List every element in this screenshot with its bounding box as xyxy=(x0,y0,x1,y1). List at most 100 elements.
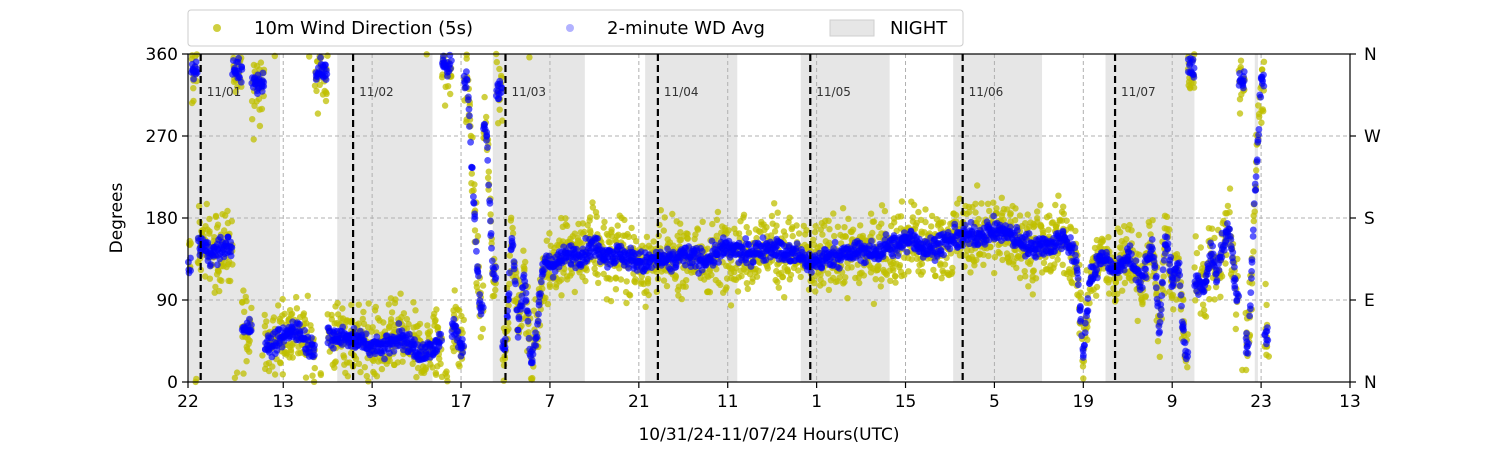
data-point xyxy=(1154,338,1162,345)
data-point xyxy=(218,277,225,284)
data-point xyxy=(878,202,886,209)
data-point xyxy=(1176,282,1184,289)
data-point xyxy=(1178,302,1185,310)
data-point xyxy=(1235,292,1243,300)
data-point xyxy=(1222,237,1230,245)
data-point xyxy=(246,337,253,344)
data-point xyxy=(532,342,540,349)
data-point xyxy=(956,252,964,259)
data-point xyxy=(1248,275,1255,282)
data-point xyxy=(524,307,531,315)
data-point xyxy=(466,112,473,120)
data-point xyxy=(571,288,578,296)
data-point xyxy=(1106,276,1113,283)
data-point xyxy=(238,66,246,73)
data-point xyxy=(869,229,876,237)
data-point xyxy=(520,271,528,279)
data-point xyxy=(910,201,918,209)
data-point xyxy=(793,222,800,229)
y-tick-label-left: 180 xyxy=(146,209,178,229)
data-point xyxy=(273,346,281,354)
data-point xyxy=(528,356,536,364)
data-point xyxy=(898,198,906,205)
legend-box xyxy=(187,9,964,47)
data-point xyxy=(332,358,339,365)
data-point xyxy=(946,245,954,253)
data-point xyxy=(984,200,992,207)
data-point xyxy=(1073,267,1081,274)
data-point xyxy=(228,218,235,225)
data-point xyxy=(713,216,721,223)
data-point xyxy=(621,216,628,224)
x-tick-label: 17 xyxy=(450,392,472,412)
data-point xyxy=(473,247,480,255)
data-point xyxy=(1218,253,1226,261)
x-tick-label: 23 xyxy=(1250,392,1272,412)
data-point xyxy=(1247,289,1255,296)
data-point xyxy=(387,316,395,323)
data-point xyxy=(499,117,506,124)
data-point xyxy=(462,83,470,91)
data-point xyxy=(986,207,993,215)
data-point xyxy=(1245,340,1252,348)
data-point xyxy=(529,350,537,358)
data-point xyxy=(1128,250,1135,258)
data-point xyxy=(1260,82,1268,90)
data-point xyxy=(607,297,615,305)
data-point xyxy=(825,286,833,294)
data-point xyxy=(999,256,1006,264)
data-point xyxy=(465,105,473,113)
data-point xyxy=(1146,222,1153,229)
data-point xyxy=(193,375,200,383)
data-point xyxy=(459,336,466,343)
data-point xyxy=(542,294,549,301)
data-point xyxy=(405,320,412,328)
data-point xyxy=(1060,210,1068,217)
data-point xyxy=(568,270,575,277)
data-point xyxy=(1253,167,1260,174)
data-point xyxy=(573,245,580,253)
data-point xyxy=(860,272,868,279)
data-point xyxy=(1063,217,1070,224)
data-point xyxy=(715,259,722,266)
data-point xyxy=(466,123,473,130)
data-point xyxy=(433,306,440,313)
data-point xyxy=(359,315,366,323)
data-point xyxy=(1251,208,1258,215)
data-point xyxy=(483,113,490,121)
data-point xyxy=(749,259,757,266)
data-point xyxy=(1202,313,1210,320)
data-point xyxy=(1149,245,1156,253)
data-point xyxy=(1013,227,1021,234)
data-point xyxy=(1189,56,1197,63)
data-point xyxy=(248,321,255,329)
data-point xyxy=(340,354,348,361)
data-point xyxy=(1215,267,1223,274)
data-point xyxy=(436,355,443,362)
data-point xyxy=(1181,339,1189,347)
legend-marker-dot xyxy=(566,24,574,32)
data-point xyxy=(310,345,318,352)
data-point xyxy=(224,207,231,215)
data-point xyxy=(471,215,478,223)
data-point xyxy=(980,251,987,258)
legend-marker-night xyxy=(829,19,875,37)
x-tick-label: 1 xyxy=(811,392,822,412)
data-point xyxy=(1258,119,1265,126)
data-point xyxy=(896,262,904,269)
data-point xyxy=(459,349,467,356)
y-tick-label-right: E xyxy=(1364,291,1375,311)
y-tick-label-right: S xyxy=(1364,209,1375,229)
data-point xyxy=(206,228,213,235)
y-axis-label: Degrees xyxy=(107,182,127,253)
data-point xyxy=(589,204,597,211)
data-point xyxy=(870,300,878,308)
data-point xyxy=(1264,324,1271,332)
data-point xyxy=(589,199,596,206)
data-point xyxy=(987,244,994,251)
data-point xyxy=(683,277,690,284)
data-point xyxy=(839,205,847,212)
day-marker-label: 11/04 xyxy=(664,85,699,99)
legend-marker-dot xyxy=(213,24,221,32)
data-point xyxy=(314,110,322,117)
